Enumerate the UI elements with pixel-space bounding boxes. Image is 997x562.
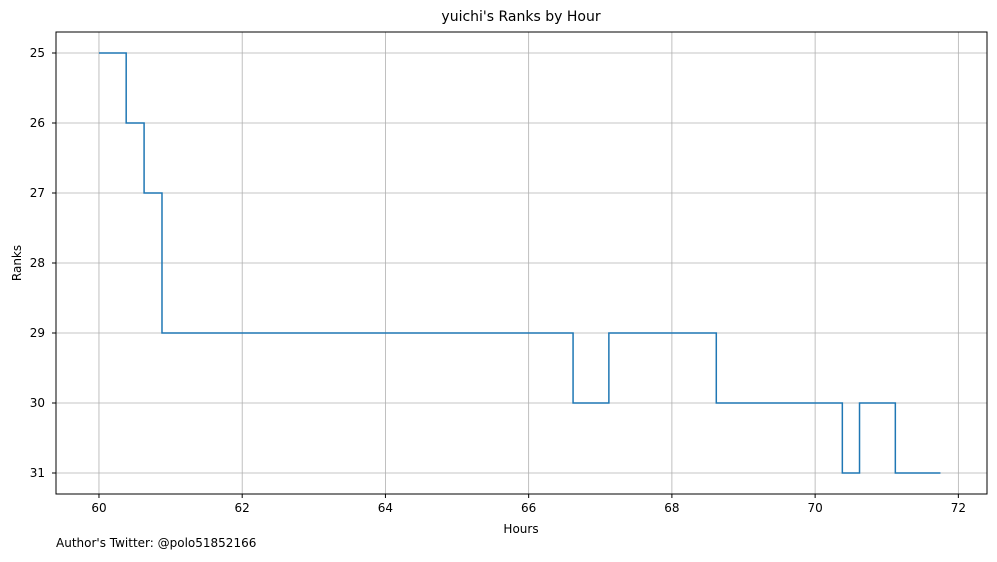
y-axis-label: Ranks — [10, 245, 24, 281]
y-tick-label: 31 — [30, 466, 45, 480]
series-layer — [98, 52, 941, 474]
y-tick-label: 27 — [30, 186, 45, 200]
axis-ticks: 60 62 64 66 68 70 72 25 26 27 28 29 30 31 — [30, 46, 966, 515]
chart-title: yuichi's Ranks by Hour — [441, 9, 600, 25]
author-credit: Author's Twitter: @polo51852166 — [56, 536, 257, 550]
x-tick-label: 60 — [91, 501, 106, 515]
y-tick-label: 26 — [30, 116, 45, 130]
x-tick-label: 72 — [951, 501, 966, 515]
x-tick-label: 64 — [378, 501, 393, 515]
grid-lines — [56, 32, 987, 494]
x-tick-label: 66 — [521, 501, 536, 515]
rank-step-line — [98, 52, 941, 474]
x-tick-label: 62 — [235, 501, 250, 515]
x-tick-label: 68 — [664, 501, 679, 515]
y-tick-label: 29 — [30, 326, 45, 340]
y-tick-label: 25 — [30, 46, 45, 60]
x-axis-label: Hours — [503, 522, 538, 536]
x-tick-label: 70 — [807, 501, 822, 515]
y-tick-label: 30 — [30, 396, 45, 410]
y-tick-label: 28 — [30, 256, 45, 270]
